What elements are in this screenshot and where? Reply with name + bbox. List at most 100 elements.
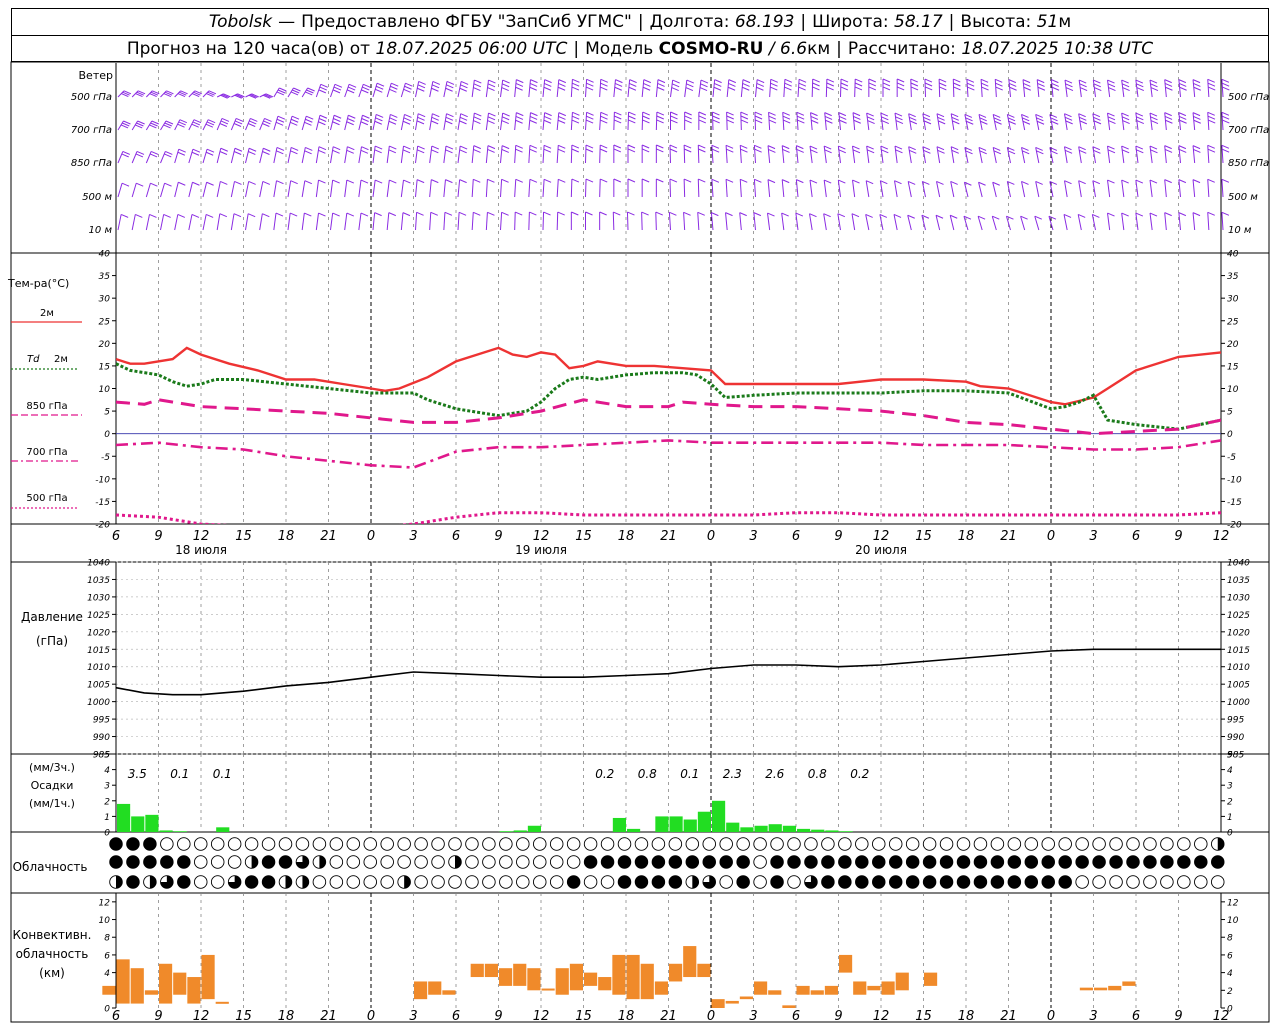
wind-barb-shaft [753,179,756,198]
wind-barb [1164,145,1173,164]
wind-barb-feather [290,146,299,151]
cloud-circle [702,855,717,869]
wind-barb-feather [557,148,566,153]
wind-barb-feather [896,82,905,87]
wind-barb [188,181,200,198]
cloud-symbol [1024,855,1039,869]
wind-barb-shaft [977,216,983,231]
wind-barb-shaft [963,216,969,231]
wind-barb [344,83,357,98]
temp-ytick-label: 5 [1227,408,1233,418]
cloud-circle [719,837,733,851]
wind-barb-feather [558,115,566,120]
wind-barb-feather [458,211,467,216]
wind-barb [315,146,327,164]
cloud-circle [685,837,700,851]
wind-barb-feather [348,114,356,119]
wind-barb-shaft [400,146,404,164]
wind-barb [429,113,440,131]
wind-barb-feather [1107,112,1115,117]
wind-barb [879,180,888,198]
cloud-circle [600,855,615,869]
wind-barb [315,114,328,131]
wind-barb-feather [937,116,945,121]
wind-barb-feather [501,116,510,121]
wind-barb [866,112,875,131]
cloud-symbol [1041,837,1055,851]
wind-barb-feather [223,93,231,98]
wind-barb-shaft [963,182,969,198]
cloud-symbol [905,855,920,869]
wind-barb-feather [1178,212,1187,217]
wind-barb-shaft [852,180,856,198]
wind-barb-feather [684,119,692,124]
wind-barb-feather [853,115,861,120]
cloud-symbol [363,875,378,889]
wind-barb-feather [672,79,680,84]
wind-barb-feather [1064,116,1073,121]
precip-ytick-label: 3 [104,782,110,792]
wind-barb [739,178,748,198]
wind-barb-shaft [880,146,884,164]
wind-level-label: 700 гПа [71,125,112,136]
wind-barb-shaft [273,116,279,131]
wind-barb-shaft [810,112,813,131]
wind-barb-feather [543,144,552,149]
cloud-symbol [499,855,513,869]
wind-barb-feather [120,124,129,129]
cloud-symbol [566,837,581,851]
wind-barb [725,144,734,164]
wind-barb-feather [179,119,188,124]
wind-barb-feather [739,212,747,217]
cloud-symbol [193,875,208,889]
wind-barb [131,182,144,198]
wind-barb-shaft [273,147,278,164]
wind-barb-feather [1050,150,1058,155]
wind-barb-feather [756,79,765,84]
wind-barb-feather [882,86,891,91]
wind-barb-feather [150,182,158,187]
wind-barb-feather [1065,87,1074,91]
wind-barb-shaft [556,179,559,198]
longitude-value: 68.193 [734,12,795,32]
wind-barb-feather [277,89,286,94]
wind-barb [117,120,131,131]
wind-barb-feather [332,212,340,217]
cloud-symbol [160,837,174,851]
wind-barb-shaft [1207,179,1210,198]
conv-xtick-label: 15 [235,1009,252,1024]
wind-barb-shaft [823,146,827,164]
wind-barb [500,178,509,198]
pressure-ytick-label: 990 [1227,733,1244,743]
conv-bar [626,954,640,1000]
cloud-circle [1058,855,1072,869]
wind-barb [117,90,132,98]
wind-barb-feather [375,85,384,90]
wind-barb-feather [460,84,468,89]
wind-barb-feather [150,150,159,155]
wind-barb-feather [318,89,327,94]
wind-barb-feather [698,178,706,183]
precip-bar [655,816,669,832]
conv-bar [924,972,938,986]
cloud-circle [1194,855,1208,869]
wind-barb-feather [487,178,495,183]
wind-barb-feather [641,211,649,216]
wind-barb-feather [684,111,692,116]
wind-barb-feather [964,181,972,186]
wind-barb-feather [1049,146,1058,151]
cloud-circle [804,837,818,851]
wind-barb-feather [1094,87,1102,91]
wind-barb-feather [979,117,987,122]
wind-barb-feather [177,213,186,218]
wind-barb [811,78,820,98]
wind-barb-feather [826,86,834,91]
wind-barb-feather [1121,83,1130,88]
wind-barb-feather [686,79,695,84]
precip-ytick-label: 0 [1227,829,1233,839]
wind-barb-feather [726,115,734,120]
conv-bar [513,963,527,986]
wind-barb [514,112,524,131]
wind-barb [131,120,145,131]
wind-barb-feather [784,86,792,91]
